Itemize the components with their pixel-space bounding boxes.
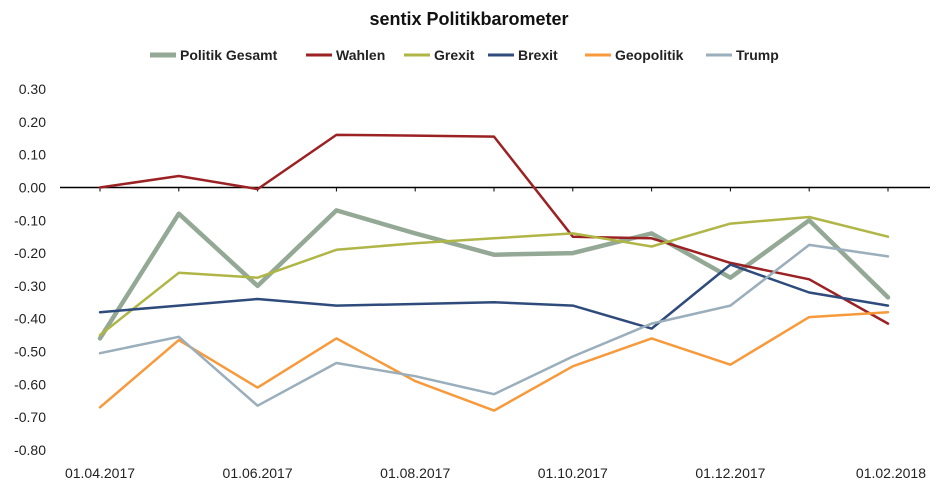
series-line-brexit xyxy=(98,263,890,330)
legend-label-politik-gesamt: Politik Gesamt xyxy=(180,47,278,63)
y-tick-label: -0.40 xyxy=(14,311,46,327)
plot-area xyxy=(97,133,891,412)
legend-label-grexit: Grexit xyxy=(434,47,475,63)
y-tick-label: 0.30 xyxy=(19,81,46,97)
series-line-grexit xyxy=(98,215,890,337)
series-line-wahlen xyxy=(98,133,890,325)
x-tick-label: 01.12.2017 xyxy=(695,465,765,481)
series-line-geopolitik xyxy=(98,310,890,412)
y-tick-label: 0.00 xyxy=(19,179,46,195)
legend-label-wahlen: Wahlen xyxy=(336,47,385,63)
y-tick-label: 0.10 xyxy=(19,147,46,163)
x-tick-label: 01.06.2017 xyxy=(223,465,293,481)
y-tick-label: -0.20 xyxy=(14,245,46,261)
chart-title: sentix Politikbarometer xyxy=(369,9,568,29)
y-tick-label: 0.20 xyxy=(19,114,46,130)
y-tick-label: -0.60 xyxy=(14,376,46,392)
x-tick-label: 01.02.2018 xyxy=(856,465,926,481)
y-tick-label: -0.70 xyxy=(14,409,46,425)
y-tick-label: -0.80 xyxy=(14,442,46,458)
x-tick-label: 01.04.2017 xyxy=(65,465,135,481)
x-axis: 01.04.2017 01.06.2017 01.08.2017 01.10.2017… xyxy=(65,465,926,481)
y-axis: 0.30 0.20 0.10 0.00 -0.10 -0.20 -0.30 -0.40 -0.5… xyxy=(14,81,930,458)
y-tick-label: -0.50 xyxy=(14,344,46,360)
legend-label-geopolitik: Geopolitik xyxy=(615,47,684,63)
series-line-politik-gesamt xyxy=(97,208,891,341)
legend-label-trump: Trump xyxy=(736,47,779,63)
y-tick-label: -0.30 xyxy=(14,278,46,294)
series-line-trump xyxy=(98,243,890,407)
x-tick-label: 01.08.2017 xyxy=(380,465,450,481)
y-tick-label: -0.10 xyxy=(14,212,46,228)
x-tick-label: 01.10.2017 xyxy=(538,465,608,481)
legend-label-brexit: Brexit xyxy=(518,47,558,63)
legend: Politik Gesamt Wahlen Grexit Brexit Geopolit… xyxy=(150,47,779,63)
